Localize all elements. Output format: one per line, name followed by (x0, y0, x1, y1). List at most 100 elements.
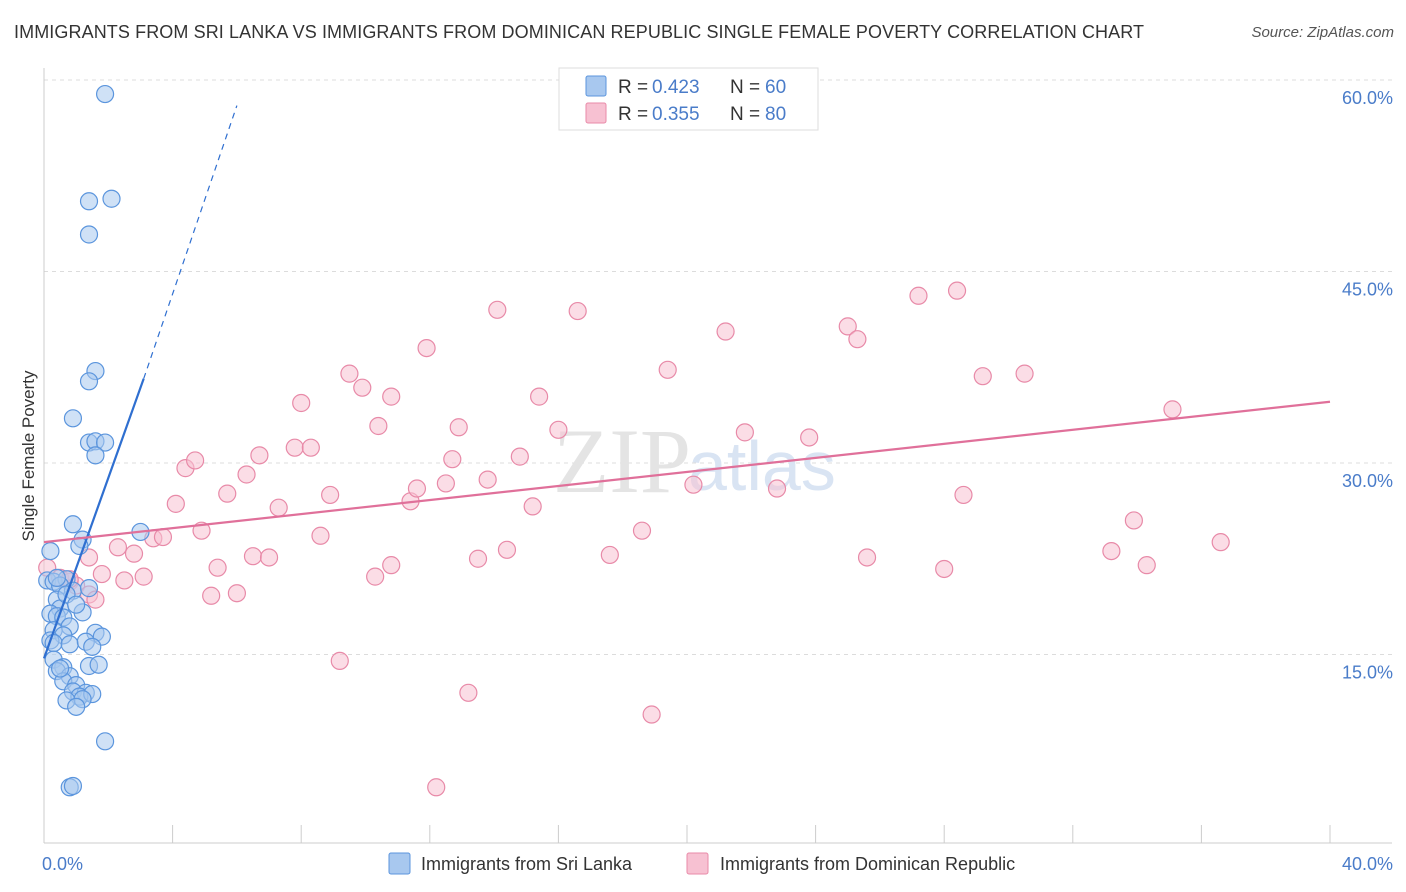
bottom-legend-swatch-dominican-republic (686, 852, 709, 875)
dominican-republic-point-10 (115, 571, 134, 590)
dominican-republic-point-22 (237, 465, 256, 484)
dominican-republic-point-35 (366, 567, 385, 586)
dominican-republic-point-50 (497, 540, 517, 559)
dominican-republic-point-30 (321, 485, 340, 505)
bottom-legend-swatch-sri-lanka (388, 852, 411, 875)
dominican-republic-point-44 (443, 450, 462, 469)
y-tick-label-0: 15.0% (1342, 663, 1393, 683)
legend-n-value-sri-lanka: 60 (765, 77, 786, 98)
sri-lanka-point-53 (95, 732, 115, 751)
grid-lines (44, 79, 1392, 655)
dominican-republic-point-54 (549, 420, 568, 439)
dominican-republic-point-18 (202, 586, 221, 605)
dominican-republic-point-24 (250, 446, 269, 465)
dominican-republic-point-71 (947, 281, 967, 300)
sri-lanka-point-0 (95, 84, 115, 104)
dominican-republic-point-68 (909, 286, 928, 305)
dominican-republic-point-31 (311, 526, 330, 545)
sri-lanka-point-5 (79, 372, 99, 391)
sri-lanka-point-41 (89, 655, 108, 674)
dominican-republic-point-52 (523, 497, 542, 516)
dominican-republic-point-51 (510, 447, 529, 466)
dominican-republic-point-69 (935, 559, 954, 579)
dominican-republic-point-73 (1015, 364, 1034, 383)
chart-title: IMMIGRANTS FROM SRI LANKA VS IMMIGRANTS … (14, 22, 1145, 42)
series-sri-lanka-points (38, 84, 150, 797)
sri-lanka-point-52 (67, 697, 86, 716)
dominican-republic-point-46 (459, 683, 478, 702)
dominican-republic-point-25 (259, 548, 279, 567)
legend-n-label-sri-lanka: N = (730, 77, 760, 98)
dominican-republic-point-48 (478, 470, 497, 489)
sri-lanka-point-3 (79, 225, 99, 244)
dominican-republic-point-56 (600, 545, 619, 565)
trend-line-sri-lanka (42, 378, 145, 659)
dominican-republic-point-65 (838, 317, 857, 336)
dominican-republic-point-53 (530, 387, 549, 406)
bottom-legend: Immigrants from Sri Lanka Immigrants fro… (388, 852, 1015, 875)
dominican-republic-point-57 (632, 521, 652, 540)
dominican-republic-point-8 (108, 538, 128, 557)
axes (43, 68, 1392, 844)
dominican-republic-point-37 (382, 556, 401, 575)
dominican-republic-point-63 (767, 479, 787, 498)
top-legend: R = 0.423 N = 60 R = 0.355 N = 80 (558, 67, 819, 131)
legend-swatch-dominican-republic (585, 102, 607, 124)
dominican-republic-point-23 (243, 547, 263, 566)
chart-source: Source: ZipAtlas.com (1251, 24, 1394, 41)
sri-lanka-point-1 (79, 192, 99, 211)
tick-labels: 15.0% 30.0% 45.0% 60.0% 0.0% 40.0% (42, 88, 1393, 874)
dominican-republic-point-72 (973, 367, 992, 386)
dominican-republic-point-34 (353, 378, 372, 397)
legend-n-label-dominican-republic: N = (730, 104, 760, 125)
watermark-zip: ZIP (553, 410, 691, 512)
dominican-republic-point-29 (292, 393, 311, 413)
dominican-republic-point-77 (1163, 400, 1182, 419)
sri-lanka-point-37 (83, 637, 102, 656)
legend-r-label-dominican-republic: R = (618, 104, 648, 125)
trend-line-sri-lanka-extension (143, 105, 238, 379)
y-axis-title: Single Female Poverty (19, 370, 38, 542)
dominican-republic-point-45 (449, 418, 468, 437)
dominican-republic-point-33 (340, 364, 359, 383)
dominican-republic-point-27 (285, 438, 304, 457)
trend-line-dominican-republic (43, 400, 1331, 544)
dominican-republic-point-9 (124, 544, 144, 563)
dominican-republic-point-47 (468, 549, 488, 568)
sri-lanka-point-9 (95, 433, 115, 452)
sri-lanka-point-35 (60, 635, 79, 654)
x-tick-label-0: 0.0% (42, 854, 83, 874)
dominican-republic-point-67 (857, 548, 877, 567)
sri-lanka-point-21 (79, 579, 99, 598)
dominican-republic-point-20 (218, 484, 237, 503)
sri-lanka-point-2 (102, 189, 121, 208)
dominican-republic-point-21 (227, 584, 246, 603)
dominican-republic-point-76 (1137, 556, 1156, 575)
legend-r-label-sri-lanka: R = (618, 77, 648, 98)
dominican-republic-point-59 (658, 360, 677, 379)
sri-lanka-point-58 (67, 595, 86, 614)
dominican-republic-point-32 (330, 651, 349, 670)
dominican-republic-point-38 (382, 387, 401, 406)
sri-lanka-point-56 (47, 568, 66, 588)
dominican-republic-point-78 (1211, 533, 1230, 552)
dominican-republic-point-61 (716, 322, 735, 341)
dominican-republic-point-70 (954, 485, 973, 505)
y-tick-label-1: 30.0% (1342, 471, 1393, 491)
dominican-republic-point-19 (208, 558, 227, 577)
dominican-republic-point-14 (166, 494, 185, 513)
dominican-republic-point-42 (427, 778, 446, 797)
legend-n-value-dominican-republic: 80 (765, 104, 786, 125)
legend-r-value-dominican-republic: 0.355 (652, 104, 700, 125)
dominican-republic-point-74 (1102, 541, 1121, 561)
sri-lanka-point-55 (63, 776, 83, 796)
dominican-republic-point-62 (735, 423, 754, 442)
dominican-republic-point-64 (800, 428, 819, 447)
dominican-republic-point-6 (92, 564, 111, 584)
dominican-republic-point-26 (269, 498, 288, 517)
bottom-legend-label-sri-lanka: Immigrants from Sri Lanka (421, 854, 633, 874)
legend-swatch-sri-lanka (585, 75, 607, 97)
series-dominican-republic-points (38, 281, 1230, 797)
sri-lanka-point-6 (63, 409, 83, 428)
